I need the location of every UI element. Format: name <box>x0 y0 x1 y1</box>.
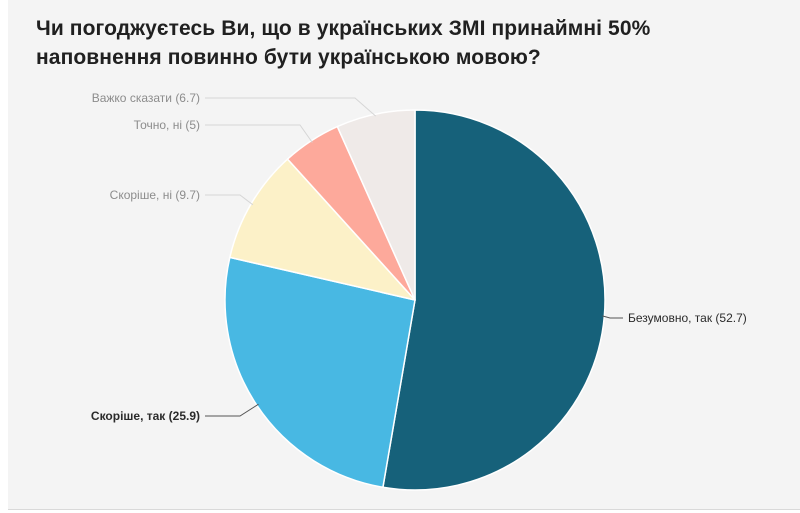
slice-label: Скоріше, ні (9.7) <box>110 188 200 202</box>
leader-line <box>602 315 623 319</box>
slice-label: Важко сказати (6.7) <box>92 91 200 105</box>
leader-line <box>205 194 254 206</box>
slice-label: Точно, ні (5) <box>134 118 200 132</box>
leader-line <box>205 97 377 117</box>
pie-slice <box>336 109 416 301</box>
pie-slice <box>382 109 606 491</box>
slice-label: Безумовно, так (52.7) <box>628 311 747 325</box>
leader-line <box>205 124 313 143</box>
leader-line <box>205 403 259 417</box>
chart-title: Чи погоджуєтесь Ви, що в українських ЗМІ… <box>36 17 651 69</box>
slice-label: Скоріше, так (25.9) <box>91 409 200 423</box>
card-bottom-border <box>8 509 800 510</box>
